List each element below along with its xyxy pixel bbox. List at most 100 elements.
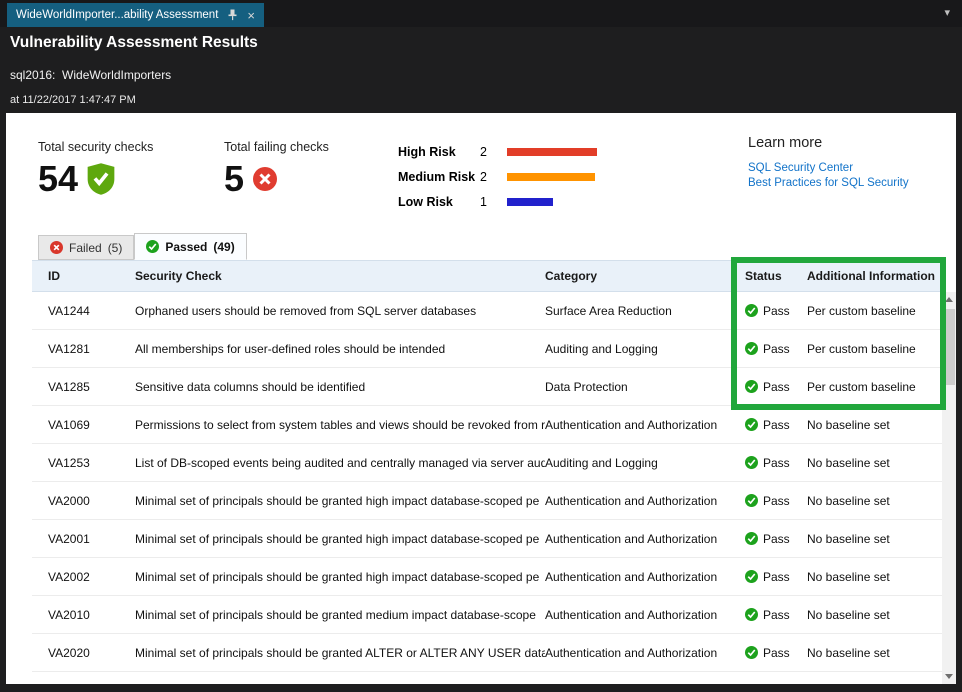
tab-passed-label: Passed xyxy=(165,239,208,254)
scroll-up-icon[interactable] xyxy=(942,292,956,307)
total-checks-label: Total security checks xyxy=(38,140,154,154)
table-row[interactable]: VA1069 Permissions to select from system… xyxy=(32,406,942,444)
table-row[interactable]: VA1281 All memberships for user-defined … xyxy=(32,330,942,368)
table-row[interactable]: VA2010 Minimal set of principals should … xyxy=(32,596,942,634)
risk-row-low: Low Risk 1 xyxy=(398,189,597,214)
title-bar: WideWorldImporter...ability Assessment ×… xyxy=(0,0,962,27)
cell-additional-info: Per custom baseline xyxy=(807,303,916,318)
cell-category: Authentication and Authorization xyxy=(545,417,718,432)
results-pane: Total security checks 54 Total failing c… xyxy=(6,113,956,684)
cell-category: Authentication and Authorization xyxy=(545,531,718,546)
cell-category: Data Protection xyxy=(545,379,628,394)
cell-status: Pass xyxy=(745,570,807,584)
pass-check-icon xyxy=(745,532,758,545)
cell-security-check: Minimal set of principals should be gran… xyxy=(135,493,540,508)
tab-failed[interactable]: Failed (5) xyxy=(38,235,135,260)
cell-id: VA2020 xyxy=(48,645,90,660)
high-risk-bar xyxy=(507,147,597,156)
low-risk-count: 1 xyxy=(480,194,487,209)
cell-additional-info: No baseline set xyxy=(807,455,890,470)
link-best-practices[interactable]: Best Practices for SQL Security xyxy=(748,177,909,189)
chevron-down-icon[interactable]: ▾ xyxy=(944,7,950,19)
failing-checks-stat: Total failing checks 5 xyxy=(224,140,329,197)
learn-more-title: Learn more xyxy=(748,135,823,151)
risk-row-high: High Risk 2 xyxy=(398,139,597,164)
cell-additional-info: No baseline set xyxy=(807,607,890,622)
high-risk-count: 2 xyxy=(480,144,487,159)
table-row[interactable]: VA2001 Minimal set of principals should … xyxy=(32,520,942,558)
table-body: VA1244 Orphaned users should be removed … xyxy=(32,292,942,672)
failing-checks-label: Total failing checks xyxy=(224,140,329,154)
cell-additional-info: Per custom baseline xyxy=(807,379,916,394)
risk-row-medium: Medium Risk 2 xyxy=(398,164,597,189)
status-label: Pass xyxy=(763,493,790,508)
column-header-category: Category xyxy=(545,269,598,283)
column-header-status: Status xyxy=(745,269,782,283)
cell-security-check: Sensitive data columns should be identif… xyxy=(135,379,366,394)
cell-status: Pass xyxy=(745,532,807,546)
cell-status: Pass xyxy=(745,342,807,356)
status-label: Pass xyxy=(763,379,790,394)
status-label: Pass xyxy=(763,531,790,546)
status-label: Pass xyxy=(763,303,790,318)
cell-status: Pass xyxy=(745,608,807,622)
cell-status: Pass xyxy=(745,646,807,660)
close-icon[interactable]: × xyxy=(247,7,255,23)
total-checks-stat: Total security checks 54 xyxy=(38,140,153,197)
table-row[interactable]: VA2020 Minimal set of principals should … xyxy=(32,634,942,672)
table-row[interactable]: VA2000 Minimal set of principals should … xyxy=(32,482,942,520)
high-risk-label: High Risk xyxy=(398,144,456,159)
cell-security-check: Minimal set of principals should be gran… xyxy=(135,569,540,584)
status-label: Pass xyxy=(763,455,790,470)
status-label: Pass xyxy=(763,341,790,356)
table-row[interactable]: VA2002 Minimal set of principals should … xyxy=(32,558,942,596)
tab-passed[interactable]: Passed (49) xyxy=(134,233,247,260)
status-label: Pass xyxy=(763,607,790,622)
column-header-additional-info: Additional Information xyxy=(807,269,935,283)
status-label: Pass xyxy=(763,645,790,660)
table-header: ID Security Check Category Status Additi… xyxy=(32,260,942,292)
pass-check-icon xyxy=(745,494,758,507)
pass-check-icon xyxy=(745,342,758,355)
scrollbar-thumb[interactable] xyxy=(943,309,955,385)
document-tab[interactable]: WideWorldImporter...ability Assessment × xyxy=(7,3,264,27)
table-row[interactable]: VA1244 Orphaned users should be removed … xyxy=(32,292,942,330)
cell-status: Pass xyxy=(745,380,807,394)
cell-category: Authentication and Authorization xyxy=(545,569,718,584)
cell-security-check: Minimal set of principals should be gran… xyxy=(135,645,545,660)
status-label: Pass xyxy=(763,417,790,432)
cell-status: Pass xyxy=(745,418,807,432)
table-row[interactable]: VA1285 Sensitive data columns should be … xyxy=(32,368,942,406)
cell-additional-info: No baseline set xyxy=(807,645,890,660)
cell-security-check: Permissions to select from system tables… xyxy=(135,417,545,432)
scan-timestamp: at 11/22/2017 1:47:47 PM xyxy=(10,94,136,106)
pass-check-icon xyxy=(745,418,758,431)
pass-check-icon xyxy=(745,304,758,317)
cell-id: VA1281 xyxy=(48,341,90,356)
risk-legend: High Risk 2 Medium Risk 2 Low Risk 1 xyxy=(398,139,597,214)
shield-check-icon xyxy=(86,162,116,196)
pin-icon[interactable] xyxy=(227,9,238,21)
table-row[interactable]: VA1253 List of DB-scoped events being au… xyxy=(32,444,942,482)
page-title: Vulnerability Assessment Results xyxy=(10,34,258,51)
cell-additional-info: No baseline set xyxy=(807,417,890,432)
column-header-security-check: Security Check xyxy=(135,269,222,283)
scroll-down-icon[interactable] xyxy=(942,669,956,684)
cell-category: Auditing and Logging xyxy=(545,341,658,356)
total-checks-value: 54 xyxy=(38,158,79,199)
status-label: Pass xyxy=(763,569,790,584)
cell-status: Pass xyxy=(745,456,807,470)
cell-id: VA2000 xyxy=(48,493,90,508)
server-label: sql2016: xyxy=(10,68,56,82)
medium-risk-bar xyxy=(507,172,595,181)
failing-checks-value: 5 xyxy=(224,158,245,199)
tab-passed-count: (49) xyxy=(213,239,235,254)
vertical-scrollbar[interactable] xyxy=(942,292,956,684)
link-sql-security-center[interactable]: SQL Security Center xyxy=(748,162,854,174)
cell-security-check: Minimal set of principals should be gran… xyxy=(135,531,540,546)
pass-check-icon xyxy=(745,570,758,583)
result-tabstrip: Failed (5) Passed (49) xyxy=(38,233,247,260)
passed-circle-check-icon xyxy=(146,240,160,253)
cell-additional-info: No baseline set xyxy=(807,569,890,584)
